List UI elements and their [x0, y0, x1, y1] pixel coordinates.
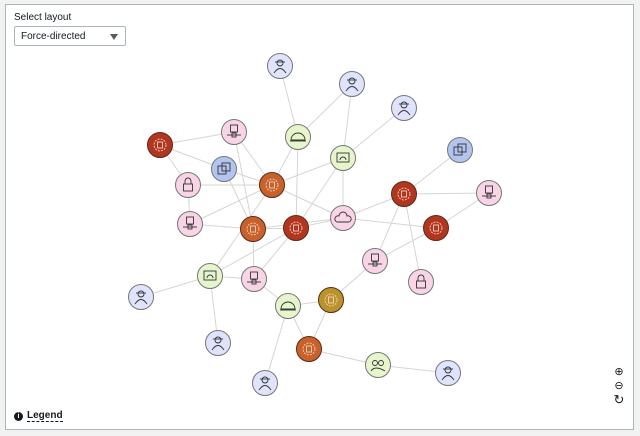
gear-icon — [265, 178, 279, 192]
graph-node-orange-gear[interactable] — [240, 216, 266, 242]
info-icon: i — [14, 411, 23, 421]
copy-icon — [453, 143, 467, 156]
user-icon — [441, 366, 455, 381]
graph-edge — [271, 184, 344, 219]
graph-node-red-gear[interactable] — [283, 215, 309, 241]
user-icon — [211, 336, 225, 351]
gear-icon — [302, 342, 316, 356]
ip-address-icon — [183, 216, 197, 230]
lock-icon — [416, 274, 426, 289]
graph-node-orange-gear[interactable] — [296, 336, 322, 362]
graph-edge — [342, 107, 405, 159]
helmet-icon — [280, 301, 296, 311]
graph-node-user[interactable] — [267, 53, 293, 79]
refresh-icon[interactable]: ↻ — [613, 392, 625, 407]
ip-address-icon — [247, 271, 261, 285]
graph-node-user[interactable] — [128, 284, 154, 310]
user-icon — [273, 59, 287, 74]
graph-edge — [403, 193, 422, 283]
graph-edge — [295, 136, 299, 229]
graph-node-cloud[interactable] — [330, 205, 356, 231]
graph-edge — [264, 305, 289, 384]
ip-address-icon — [482, 185, 496, 199]
graph-node-user[interactable] — [339, 71, 365, 97]
graph-edge — [189, 184, 273, 225]
helmet-icon — [290, 132, 306, 142]
gear-icon — [397, 187, 411, 201]
zoom-in-icon[interactable]: ⊕ — [614, 366, 624, 378]
caret-down-icon — [110, 34, 118, 40]
gear-icon — [153, 138, 167, 152]
monitor-icon — [336, 152, 350, 163]
graph-node-lock[interactable] — [408, 269, 434, 295]
legend-label: Legend — [27, 410, 63, 422]
user-icon — [258, 376, 272, 391]
copy-icon — [217, 162, 231, 175]
ip-address-icon — [227, 124, 241, 138]
layout-select[interactable]: Force-directed — [14, 26, 126, 46]
gear-icon — [429, 221, 443, 235]
graph-node-helmet[interactable] — [275, 293, 301, 319]
graph-edge — [342, 217, 437, 229]
graph-node-user[interactable] — [435, 360, 461, 386]
graph-node-gold-gear[interactable] — [318, 287, 344, 313]
user-icon — [397, 101, 411, 116]
graph-panel: Select layout Force-directed ⊕ ⊖ ↻ i Leg… — [5, 4, 634, 430]
graph-edge — [209, 227, 297, 277]
graph-node-monitor[interactable] — [330, 145, 356, 171]
graph-node-ip[interactable] — [476, 180, 502, 206]
graph-node-red-gear[interactable] — [147, 132, 173, 158]
graph-edge — [295, 157, 344, 229]
graph-node-red-gear[interactable] — [423, 215, 449, 241]
legend-button[interactable]: i Legend — [14, 410, 63, 422]
graph-node-lock[interactable] — [175, 172, 201, 198]
graph-node-user[interactable] — [252, 370, 278, 396]
graph-node-group[interactable] — [365, 352, 391, 378]
zoom-out-icon[interactable]: ⊖ — [614, 380, 624, 392]
select-layout-label: Select layout — [14, 12, 72, 23]
graph-node-orange-gear[interactable] — [259, 172, 285, 198]
graph-node-user[interactable] — [391, 95, 417, 121]
graph-node-copy[interactable] — [447, 137, 473, 163]
graph-node-ip[interactable] — [362, 248, 388, 274]
cloud-lock-icon — [334, 211, 352, 223]
graph-node-ip[interactable] — [177, 211, 203, 237]
user-icon — [345, 77, 359, 92]
gear-icon — [246, 222, 260, 236]
graph-edge — [403, 192, 490, 195]
graph-node-ip[interactable] — [241, 266, 267, 292]
monitor-icon — [203, 270, 217, 281]
graph-node-helmet[interactable] — [285, 124, 311, 150]
users-icon — [370, 360, 386, 372]
graph-node-user[interactable] — [205, 330, 231, 356]
user-icon — [134, 290, 148, 305]
lock-icon — [183, 177, 193, 192]
graph-node-red-gear[interactable] — [391, 181, 417, 207]
graph-edge — [233, 131, 254, 230]
graph-node-copy[interactable] — [211, 156, 237, 182]
layout-select-value: Force-directed — [21, 31, 86, 42]
graph-node-monitor[interactable] — [197, 263, 223, 289]
gear-icon — [324, 293, 338, 307]
graph-node-ip[interactable] — [221, 119, 247, 145]
gear-icon — [289, 221, 303, 235]
ip-address-icon — [368, 253, 382, 267]
